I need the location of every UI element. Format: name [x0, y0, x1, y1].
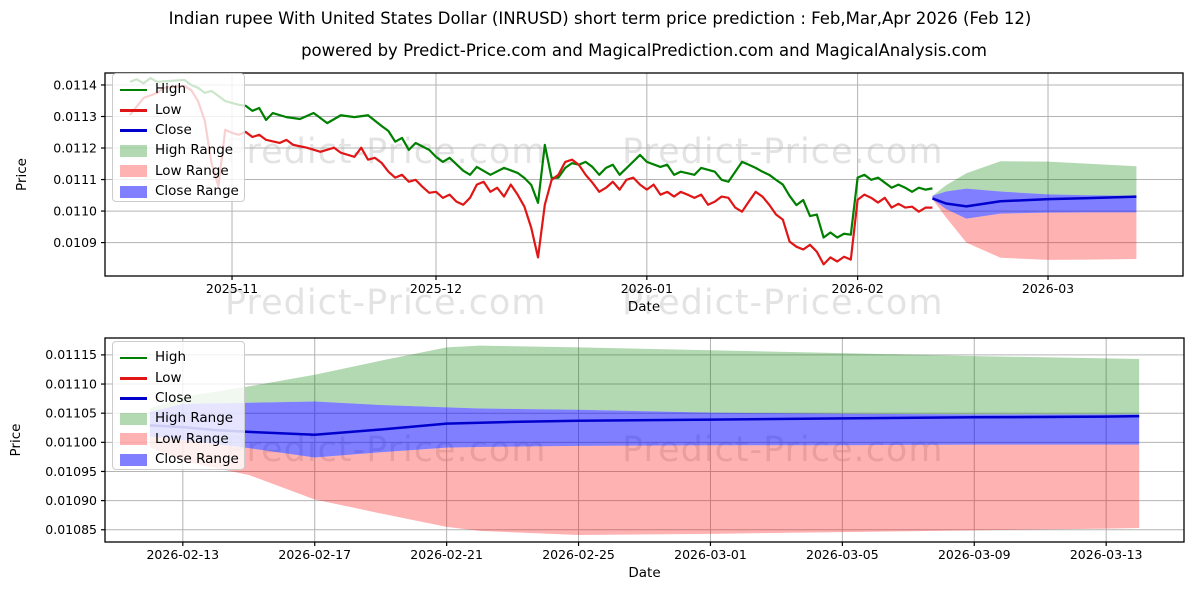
tick-label: 0.01115	[45, 347, 97, 362]
legend-item-close-range: Close Range	[120, 449, 244, 469]
legend-label: Close Range	[155, 450, 239, 467]
tick-label: 0.0109	[53, 235, 97, 250]
tick-label: 2026-02-25	[542, 547, 615, 562]
legend-item-high-range: High Range	[120, 141, 244, 161]
history-and-prediction-plot: 0.0109 0.0110 0.0111 0.0112 0.0113 0.0114 2025…	[14, 72, 1184, 315]
legend-label: Close	[155, 389, 192, 406]
watermark-text: Predict-Price.com	[225, 283, 547, 323]
low-range-swatch-icon	[120, 433, 147, 446]
tick-label: 0.0112	[53, 140, 97, 155]
legend-item-low-range: Low Range	[120, 161, 244, 181]
legend-item-high: High	[120, 80, 244, 100]
tick-label: 2025-12	[410, 281, 462, 296]
legend-item-close: Close	[120, 121, 244, 141]
close-range-swatch-icon	[120, 185, 147, 198]
tick-label: 2026-02	[832, 281, 884, 296]
close-line-swatch-icon	[120, 129, 147, 133]
legend-label: High Range	[155, 142, 234, 159]
close-line	[931, 195, 1137, 208]
watermark-text: Predict-Price.com	[622, 132, 944, 172]
legend-item-high: High	[120, 348, 244, 368]
watermark-text: Predict-Price.com	[225, 132, 547, 172]
legend-item-low: Low	[120, 100, 244, 120]
tick-label: 2026-01	[621, 281, 673, 296]
legend-label: High	[155, 349, 187, 366]
legend-label: Low Range	[155, 430, 229, 447]
high-range-band	[149, 345, 1140, 415]
watermark-text: Predict-Price.com	[622, 283, 944, 323]
tick-label: 0.01110	[45, 376, 97, 391]
legend-item-low: Low	[120, 368, 244, 388]
legend-item-low-range: Low Range	[120, 429, 244, 449]
tick-label: 2026-02-21	[410, 547, 483, 562]
tick-label: 2026-02-17	[278, 547, 351, 562]
low-range-swatch-icon	[120, 165, 147, 178]
low-line	[129, 84, 933, 266]
legend-item-high-range: High Range	[120, 409, 244, 429]
low-range-band	[149, 436, 1140, 536]
high-line	[129, 76, 933, 239]
high-line-swatch-icon	[120, 88, 147, 92]
tick-label: 2026-03-01	[674, 547, 747, 562]
low-line-swatch-icon	[120, 109, 147, 112]
legend-label: Low Range	[155, 162, 229, 179]
x-axis-label: Date	[628, 565, 660, 581]
legend-label: High	[155, 81, 187, 98]
close-range-swatch-icon	[120, 453, 147, 466]
tick-label: 0.01085	[45, 522, 97, 537]
legend-item-close-range: Close Range	[120, 181, 244, 201]
legend-label: Low	[155, 369, 182, 386]
legend-bottom: High Low Close High Range Low Range Clos…	[112, 341, 245, 470]
legend-label: Close	[155, 121, 192, 138]
tick-label: 2026-03-13	[1070, 547, 1143, 562]
legend-label: High Range	[155, 410, 234, 427]
tick-label: 2026-03-09	[938, 547, 1011, 562]
tick-label: 0.01100	[45, 435, 97, 450]
high-range-band	[932, 161, 1137, 196]
y-axis-label: Price	[14, 158, 30, 191]
y-axis-label: Price	[8, 424, 24, 457]
legend-label: Close Range	[155, 182, 239, 199]
prediction-detail-plot: 0.01085 0.01090 0.01095 0.01100 0.01105 0.011…	[8, 337, 1185, 581]
tick-label: 0.01105	[45, 405, 97, 420]
high-range-swatch-icon	[120, 413, 147, 426]
tick-label: 0.0114	[53, 77, 97, 92]
close-range-band	[932, 188, 1137, 219]
plot-border	[104, 72, 1184, 277]
tick-label: 2026-03	[1022, 281, 1074, 296]
high-range-swatch-icon	[120, 145, 147, 158]
tick-label: 0.0113	[53, 109, 97, 124]
close-range-band	[149, 401, 1140, 458]
page-subtitle: powered by Predict-Price.com and Magical…	[301, 41, 987, 60]
low-range-band	[932, 199, 1137, 260]
page-title: Indian rupee With United States Dollar (…	[168, 9, 1032, 28]
legend-item-close: Close	[120, 389, 244, 409]
tick-label: 0.01090	[45, 493, 97, 508]
close-line-swatch-icon	[120, 397, 147, 401]
legend-label: Low	[155, 101, 182, 118]
tick-label: 2025-11	[206, 281, 258, 296]
tick-label: 2026-02-13	[146, 547, 219, 562]
tick-label: 0.0111	[53, 172, 97, 187]
tick-label: 2026-03-05	[806, 547, 879, 562]
high-line-swatch-icon	[120, 356, 147, 360]
tick-label: 0.01095	[45, 464, 97, 479]
low-line-swatch-icon	[120, 377, 147, 380]
legend-top: High Low Close High Range Low Range Clos…	[112, 73, 245, 202]
tick-label: 0.0110	[53, 203, 97, 218]
plot-border	[104, 337, 1185, 543]
x-axis-label: Date	[628, 299, 660, 315]
